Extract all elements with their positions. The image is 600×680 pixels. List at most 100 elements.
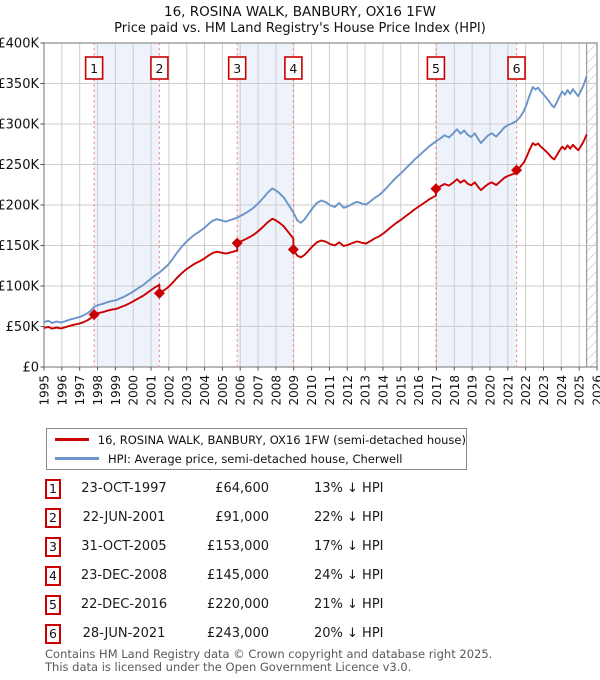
x-axis-label: 2021 [501,375,515,406]
sale-number-label: 6 [513,61,521,76]
x-axis-label: 2023 [537,375,551,406]
hpi-line-swatch [55,457,99,460]
x-axis-label: 2015 [394,375,408,406]
chart-legend: 16, ROSINA WALK, BANBURY, OX16 1FW (semi… [46,428,467,470]
page-title: 16, ROSINA WALK, BANBURY, OX16 1FW [163,4,436,20]
sale-row: 5 22-DEC-2016 £220,000 21% ↓ HPI [45,590,384,619]
y-axis-label: £200K [0,199,39,214]
hpi-line [43,75,588,324]
sale-price: £153,000 [206,539,269,554]
legend-label-price: 16, ROSINA WALK, BANBURY, OX16 1FW (semi… [97,432,466,447]
x-axis-label: 1996 [55,375,69,406]
legend-item-price: 16, ROSINA WALK, BANBURY, OX16 1FW (semi… [47,432,466,448]
sale-row-number: 4 [45,565,61,586]
x-axis-label: 2004 [198,375,212,406]
x-axis-label: 2007 [252,375,266,406]
x-axis-label: 2016 [412,375,426,406]
license-footer: Contains HM Land Registry data © Crown c… [45,647,493,675]
sale-row-number: 3 [45,536,61,557]
sale-number-box [227,56,247,80]
sale-row: 3 31-OCT-2005 £153,000 17% ↓ HPI [45,532,384,561]
x-axis-label: 2009 [287,375,301,406]
sale-date: 22-JUN-2001 [82,510,166,525]
sale-number-label: 5 [432,61,440,76]
page-subtitle: Price paid vs. HM Land Registry's House … [114,21,486,36]
x-axis-label: 2022 [519,375,533,406]
sale-marker [153,287,165,299]
price-history-chart: 1 2 3 4 5 6 £0 £50K £100K £150K £200K £250K £300K £35… [0,37,600,406]
sale-hpi-difference: 17% ↓ HPI [314,539,384,554]
sale-row: 4 23-DEC-2008 £145,000 24% ↓ HPI [45,561,384,590]
sale-marker [88,309,100,321]
y-axis-label: £350K [0,77,39,92]
sale-row: 6 28-JUN-2021 £243,000 20% ↓ HPI [45,619,384,648]
x-axis-label: 1997 [73,375,87,406]
sale-price: £243,000 [206,626,269,641]
sale-number-box [507,56,526,80]
x-axis-label: 2020 [483,375,497,406]
price-line-swatch [55,438,89,441]
x-axis-label: 1998 [91,375,105,406]
x-axis-label: 2003 [180,375,194,406]
sale-hpi-difference: 22% ↓ HPI [314,510,384,525]
x-axis-label: 1999 [109,375,123,406]
sale-number-box [426,56,446,80]
x-axis-label: 2018 [448,375,462,406]
x-axis-label: 2017 [430,375,444,406]
sale-hpi-difference: 21% ↓ HPI [314,597,384,612]
sale-marker [511,164,523,176]
y-axis-label: £150K [0,239,39,254]
sale-date: 28-JUN-2021 [82,626,166,641]
sale-price: £145,000 [206,568,269,583]
sale-number-label: 2 [155,61,163,76]
x-axis-label: 2005 [216,375,230,406]
sale-number-box [84,56,104,80]
sale-hpi-difference: 24% ↓ HPI [314,568,384,583]
sale-row-number: 2 [45,507,61,528]
sale-marker [231,237,243,249]
x-axis-label: 2006 [234,375,248,406]
legend-item-hpi: HPI: Average price, semi-detached house,… [47,451,466,467]
sale-hpi-difference: 13% ↓ HPI [314,481,384,496]
sale-row-number: 1 [45,478,61,499]
sale-number-label: 3 [233,61,241,76]
sale-number-box [150,56,169,80]
y-axis-label: £250K [0,158,39,173]
sale-marker [287,244,299,256]
x-axis-label: 2025 [573,375,587,406]
x-axis-label: 1995 [38,375,52,406]
y-axis-label: £300K [0,118,39,133]
sale-row: 2 22-JUN-2001 £91,000 22% ↓ HPI [45,503,384,532]
y-axis-label: £50K [6,320,40,335]
sale-row-number: 5 [45,594,61,615]
sale-row: 1 23-OCT-1997 £64,600 13% ↓ HPI [45,474,384,503]
legend-label-hpi: HPI: Average price, semi-detached house,… [108,451,403,466]
sale-date: 22-DEC-2016 [80,597,168,612]
x-axis-label: 2026 [591,375,600,406]
x-axis-label: 2008 [269,375,283,406]
sale-number-box [284,56,303,80]
y-axis-label: £0 [22,361,39,376]
x-axis-label: 2002 [162,375,176,406]
sales-table: 1 23-OCT-1997 £64,600 13% ↓ HPI 2 22-JUN-2001… [45,474,384,648]
sale-price: £220,000 [206,597,269,612]
x-axis-label: 2019 [466,375,480,406]
sale-marker [430,183,442,195]
x-axis-label: 2024 [555,375,569,406]
sale-date: 23-OCT-1997 [81,481,167,496]
license-line-1: Contains HM Land Registry data © Crown c… [45,647,493,661]
y-axis-label: £400K [0,37,39,52]
sale-date: 31-OCT-2005 [81,539,167,554]
x-axis-label: 2010 [305,375,319,406]
sale-number-label: 1 [90,61,98,76]
x-axis-label: 2011 [323,375,337,406]
x-axis-label: 2001 [145,375,159,406]
license-line-2: This data is licensed under the Open Gov… [45,660,412,675]
sale-row-number: 6 [45,623,61,644]
x-axis-label: 2012 [341,375,355,406]
x-axis-label: 2000 [127,375,141,406]
sale-price: £91,000 [215,510,269,525]
x-axis-label: 2014 [376,375,390,406]
price-paid-line [43,134,588,330]
y-axis-label: £100K [0,280,39,295]
